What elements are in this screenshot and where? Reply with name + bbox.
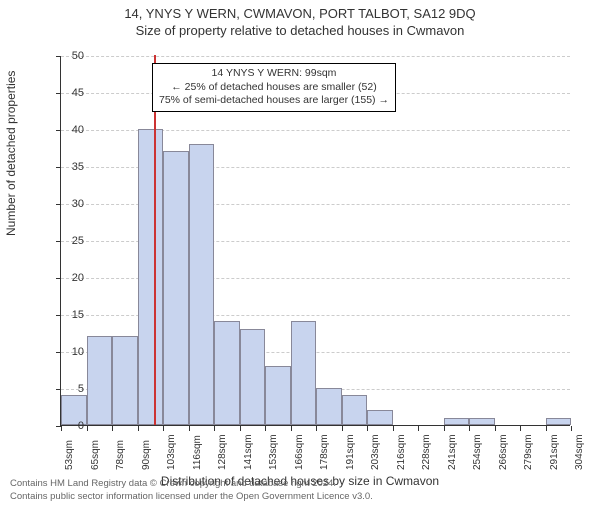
histogram-bar	[163, 151, 189, 425]
xtick-label: 116sqm	[192, 435, 203, 470]
footer-line2: Contains public sector information licen…	[10, 491, 373, 503]
xtick-label: 241sqm	[447, 434, 458, 470]
xtick-label: 279sqm	[523, 434, 534, 470]
histogram-bar	[138, 129, 164, 425]
xtick-label: 203sqm	[370, 434, 381, 470]
xtick-label: 216sqm	[396, 434, 407, 470]
xtick-label: 191sqm	[345, 434, 356, 470]
xtick-label: 254sqm	[472, 434, 483, 470]
chart-container: 14 YNYS Y WERN: 99sqm ← 25% of detached …	[60, 56, 570, 426]
histogram-bar	[469, 418, 495, 425]
xtick-mark	[265, 426, 266, 431]
xtick-mark	[367, 426, 368, 431]
xtick-mark	[189, 426, 190, 431]
xtick-mark	[214, 426, 215, 431]
gridline	[61, 56, 570, 57]
histogram-bar	[189, 144, 215, 425]
ytick-label: 10	[54, 346, 84, 358]
xtick-label: 153sqm	[268, 434, 279, 470]
xtick-mark	[393, 426, 394, 431]
ytick-label: 20	[54, 272, 84, 284]
ytick-label: 45	[54, 87, 84, 99]
xtick-label: 103sqm	[166, 434, 177, 470]
ytick-label: 50	[54, 50, 84, 62]
ytick-label: 35	[54, 161, 84, 173]
xtick-label: 141sqm	[243, 434, 254, 470]
footer-attribution: Contains HM Land Registry data © Crown c…	[10, 478, 373, 503]
ytick-label: 30	[54, 198, 84, 210]
xtick-label: 53sqm	[64, 440, 75, 470]
xtick-mark	[571, 426, 572, 431]
y-axis-label: Number of detached properties	[4, 71, 18, 236]
xtick-mark	[444, 426, 445, 431]
histogram-bar	[316, 388, 342, 425]
histogram-bar	[367, 410, 393, 425]
xtick-mark	[240, 426, 241, 431]
histogram-bar	[112, 336, 138, 425]
xtick-mark	[112, 426, 113, 431]
annotation-line3: 75% of semi-detached houses are larger (…	[159, 94, 389, 108]
histogram-bar	[342, 395, 368, 425]
ytick-label: 25	[54, 235, 84, 247]
histogram-bar	[214, 321, 240, 425]
xtick-label: 166sqm	[294, 434, 305, 470]
xtick-label: 128sqm	[217, 434, 228, 470]
xtick-mark	[342, 426, 343, 431]
xtick-mark	[495, 426, 496, 431]
histogram-bar	[444, 418, 470, 425]
histogram-bar	[546, 418, 572, 425]
xtick-mark	[291, 426, 292, 431]
xtick-label: 266sqm	[498, 434, 509, 470]
xtick-label: 78sqm	[115, 440, 126, 470]
xtick-mark	[87, 426, 88, 431]
xtick-mark	[138, 426, 139, 431]
xtick-mark	[163, 426, 164, 431]
histogram-bar	[87, 336, 113, 425]
histogram-bar	[291, 321, 317, 425]
xtick-mark	[316, 426, 317, 431]
ytick-label: 0	[54, 420, 84, 432]
histogram-bar	[240, 329, 266, 425]
annotation-line1: 14 YNYS Y WERN: 99sqm	[159, 67, 389, 81]
page-title: 14, YNYS Y WERN, CWMAVON, PORT TALBOT, S…	[0, 6, 600, 21]
annotation-line2: ← 25% of detached houses are smaller (52…	[159, 81, 389, 95]
annotation-box: 14 YNYS Y WERN: 99sqm ← 25% of detached …	[152, 63, 396, 112]
footer-line1: Contains HM Land Registry data © Crown c…	[10, 478, 373, 490]
xtick-label: 291sqm	[549, 434, 560, 470]
xtick-label: 65sqm	[90, 440, 101, 470]
xtick-mark	[546, 426, 547, 431]
xtick-label: 228sqm	[421, 434, 432, 470]
xtick-mark	[520, 426, 521, 431]
ytick-label: 15	[54, 309, 84, 321]
histogram-bar	[265, 366, 291, 425]
xtick-label: 304sqm	[574, 434, 585, 470]
xtick-mark	[418, 426, 419, 431]
page-subtitle: Size of property relative to detached ho…	[0, 23, 600, 38]
xtick-label: 178sqm	[319, 434, 330, 470]
ytick-label: 40	[54, 124, 84, 136]
ytick-label: 5	[54, 383, 84, 395]
xtick-label: 90sqm	[141, 440, 152, 470]
xtick-mark	[469, 426, 470, 431]
